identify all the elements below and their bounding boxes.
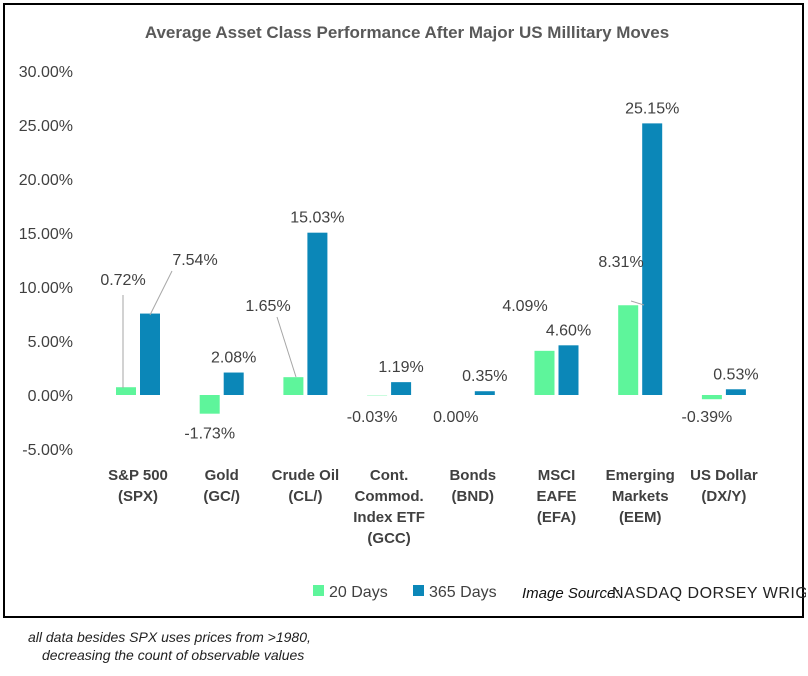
x-category-label: Markets <box>612 488 669 505</box>
data-label: 0.72% <box>100 272 145 289</box>
footnote-line: decreasing the count of observable value… <box>42 647 305 663</box>
x-category-label: (EEM) <box>619 509 662 526</box>
data-label: 4.09% <box>502 298 547 315</box>
y-tick-label: 5.00% <box>28 334 73 351</box>
x-category-label: (DX/Y) <box>701 488 746 505</box>
footnote-line: all data besides SPX uses prices from >1… <box>28 629 311 645</box>
x-category-label: (SPX) <box>118 488 158 505</box>
x-category-label: EAFE <box>536 488 576 505</box>
data-label: 0.53% <box>713 366 758 383</box>
bar-365-days <box>474 391 495 395</box>
data-label: -0.39% <box>682 409 733 426</box>
y-tick-label: 15.00% <box>19 226 73 243</box>
data-label: -1.73% <box>184 426 235 443</box>
x-category-label: Cont. <box>370 467 408 484</box>
bar-20-days <box>701 395 722 400</box>
bar-365-days <box>391 382 412 395</box>
bar-chart: Average Asset Class Performance After Ma… <box>19 23 806 602</box>
x-category-label: (CL/) <box>288 488 322 505</box>
x-category-label: (GC/) <box>203 488 240 505</box>
x-category-label: MSCI <box>538 467 576 484</box>
x-category-label: Index ETF <box>353 509 425 526</box>
x-category-label: (EFA) <box>537 509 576 526</box>
x-category-label: Bonds <box>449 467 496 484</box>
y-tick-label: 30.00% <box>19 64 73 81</box>
x-category-label: Crude Oil <box>272 467 340 484</box>
bar-20-days <box>199 395 220 414</box>
bar-365-days <box>558 345 579 395</box>
source-prefix: Image Source: <box>522 585 620 602</box>
data-label: 1.65% <box>245 298 290 315</box>
bar-20-days <box>618 305 639 395</box>
x-category-label: Gold <box>205 467 239 484</box>
legend-swatch-20-days <box>313 585 324 596</box>
data-label: 2.08% <box>211 350 256 367</box>
leader-line <box>276 316 297 378</box>
x-category-label: S&P 500 <box>108 467 168 484</box>
data-label: 4.60% <box>546 322 591 339</box>
y-tick-label: 20.00% <box>19 172 73 189</box>
data-label: 7.54% <box>172 252 217 269</box>
source-logo-text: NASDAQ DORSEY WRIGHT <box>612 585 806 602</box>
x-category-label: Commod. <box>355 488 424 505</box>
data-label: 0.35% <box>462 368 507 385</box>
bar-20-days <box>116 387 136 395</box>
chart-title: Average Asset Class Performance After Ma… <box>145 23 669 42</box>
data-label: -0.03% <box>347 409 398 426</box>
y-tick-label: 25.00% <box>19 118 73 135</box>
x-category-label: US Dollar <box>690 467 758 484</box>
bar-20-days <box>283 377 304 395</box>
y-tick-label: 10.00% <box>19 280 73 297</box>
legend-label-365-days: 365 Days <box>429 584 497 601</box>
data-label: 0.00% <box>433 409 478 426</box>
legend-label-20-days: 20 Days <box>329 584 388 601</box>
chart-frame: Average Asset Class Performance After Ma… <box>3 3 806 618</box>
data-label: 25.15% <box>625 100 679 117</box>
footnote: all data besides SPX uses prices from >1… <box>28 628 311 664</box>
legend: 20 Days 365 Days <box>313 584 497 601</box>
bar-365-days <box>223 372 244 395</box>
x-category-label: (GCC) <box>367 530 410 547</box>
bar-365-days <box>725 389 746 395</box>
x-category-label: Emerging <box>606 467 675 484</box>
x-category-label: (BND) <box>452 488 495 505</box>
data-label: 8.31% <box>598 254 643 271</box>
data-label: 1.19% <box>378 359 423 376</box>
bar-365-days <box>642 123 663 395</box>
bar-365-days <box>140 313 160 395</box>
legend-swatch-365-days <box>413 585 424 596</box>
leader-line <box>630 300 645 306</box>
bar-365-days <box>307 232 328 395</box>
bar-20-days <box>534 350 555 395</box>
y-tick-label: 0.00% <box>28 388 73 405</box>
y-tick-label: -5.00% <box>22 442 73 459</box>
leader-line <box>149 270 173 316</box>
data-label: 15.03% <box>290 210 344 227</box>
